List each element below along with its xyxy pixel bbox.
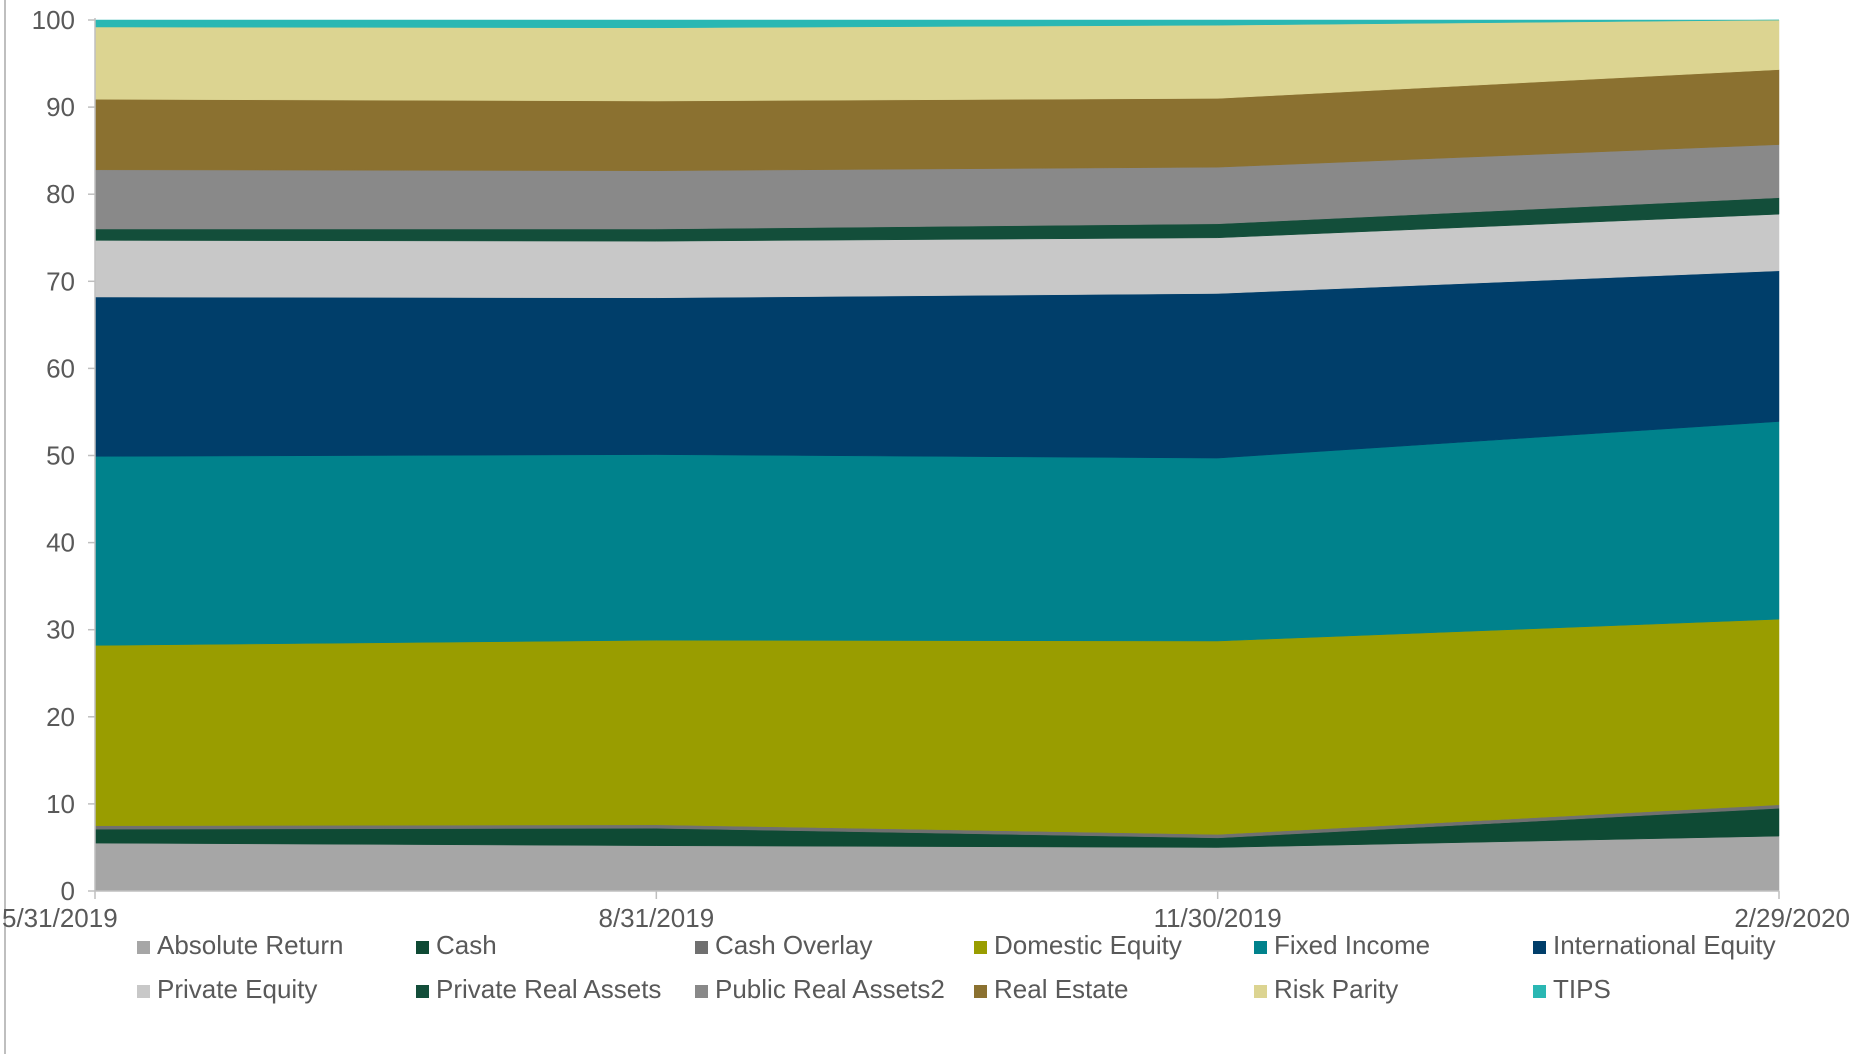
legend-label: Public Real Assets2 bbox=[715, 974, 945, 1004]
legend-label: TIPS bbox=[1553, 974, 1611, 1004]
legend-label: Domestic Equity bbox=[994, 930, 1182, 960]
legend-swatch bbox=[137, 941, 150, 954]
legend-swatch bbox=[1254, 941, 1267, 954]
legend-swatch bbox=[1533, 985, 1546, 998]
legend-label: Private Real Assets bbox=[436, 974, 661, 1004]
legend-item-cash-overlay: Cash Overlay bbox=[695, 930, 873, 960]
y-tick-label: 100 bbox=[32, 5, 75, 35]
legend-label: Cash Overlay bbox=[715, 930, 873, 960]
legend-swatch bbox=[1254, 985, 1267, 998]
y-tick-label: 40 bbox=[46, 528, 75, 558]
legend-swatch bbox=[416, 941, 429, 954]
x-tick-label: 11/30/2019 bbox=[1154, 903, 1282, 933]
legend-item-international-equity: International Equity bbox=[1533, 930, 1776, 960]
legend-item-private-equity: Private Equity bbox=[137, 974, 317, 1004]
y-tick-label: 80 bbox=[46, 179, 75, 209]
legend-swatch bbox=[695, 985, 708, 998]
y-tick-label: 20 bbox=[46, 702, 75, 732]
axes-group: 0 10 20 30 40 50 60 70 80 90 100 5/31/2019 8/31/2019… bbox=[2, 5, 1850, 933]
legend-item-private-real-assets: Private Real Assets bbox=[416, 974, 661, 1004]
legend-item-real-estate: Real Estate bbox=[974, 974, 1128, 1004]
legend-label: Cash bbox=[436, 930, 497, 960]
y-tick-label: 10 bbox=[46, 789, 75, 819]
legend-swatch bbox=[1533, 941, 1546, 954]
x-tick-label: 5/31/2019 bbox=[2, 903, 118, 933]
legend-swatch bbox=[416, 985, 429, 998]
area-tips bbox=[94, 19, 1780, 29]
legend-item-domestic-equity: Domestic Equity bbox=[974, 930, 1182, 960]
x-tick-label: 8/31/2019 bbox=[598, 903, 714, 933]
y-tick-label: 30 bbox=[46, 615, 75, 645]
legend-swatch bbox=[974, 985, 987, 998]
legend-label: Real Estate bbox=[994, 974, 1128, 1004]
legend-label: Fixed Income bbox=[1274, 930, 1430, 960]
area-series-group bbox=[94, 19, 1780, 892]
y-tick-label: 90 bbox=[46, 92, 75, 122]
legend-item-tips: TIPS bbox=[1533, 974, 1611, 1004]
legend-label: Absolute Return bbox=[157, 930, 343, 960]
legend-item-risk-parity: Risk Parity bbox=[1254, 974, 1398, 1004]
legend-swatch bbox=[695, 941, 708, 954]
legend-item-absolute-return: Absolute Return bbox=[137, 930, 343, 960]
legend-item-cash: Cash bbox=[416, 930, 497, 960]
legend-label: Risk Parity bbox=[1274, 974, 1398, 1004]
legend-label: International Equity bbox=[1553, 930, 1776, 960]
legend: Absolute Return Cash Cash Overlay Domestic … bbox=[137, 930, 1776, 1004]
y-tick-label: 60 bbox=[46, 353, 75, 383]
y-tick-label: 50 bbox=[46, 441, 75, 471]
y-tick-label: 70 bbox=[46, 266, 75, 296]
legend-item-fixed-income: Fixed Income bbox=[1254, 930, 1430, 960]
area-international-equity bbox=[94, 270, 1780, 459]
y-tick-label: 0 bbox=[61, 876, 75, 906]
legend-swatch bbox=[974, 941, 987, 954]
legend-swatch bbox=[137, 985, 150, 998]
area-domestic-equity bbox=[94, 618, 1780, 835]
x-tick-label: 2/29/2020 bbox=[1734, 903, 1850, 933]
legend-item-public-real-assets2: Public Real Assets2 bbox=[695, 974, 945, 1004]
legend-label: Private Equity bbox=[157, 974, 317, 1004]
